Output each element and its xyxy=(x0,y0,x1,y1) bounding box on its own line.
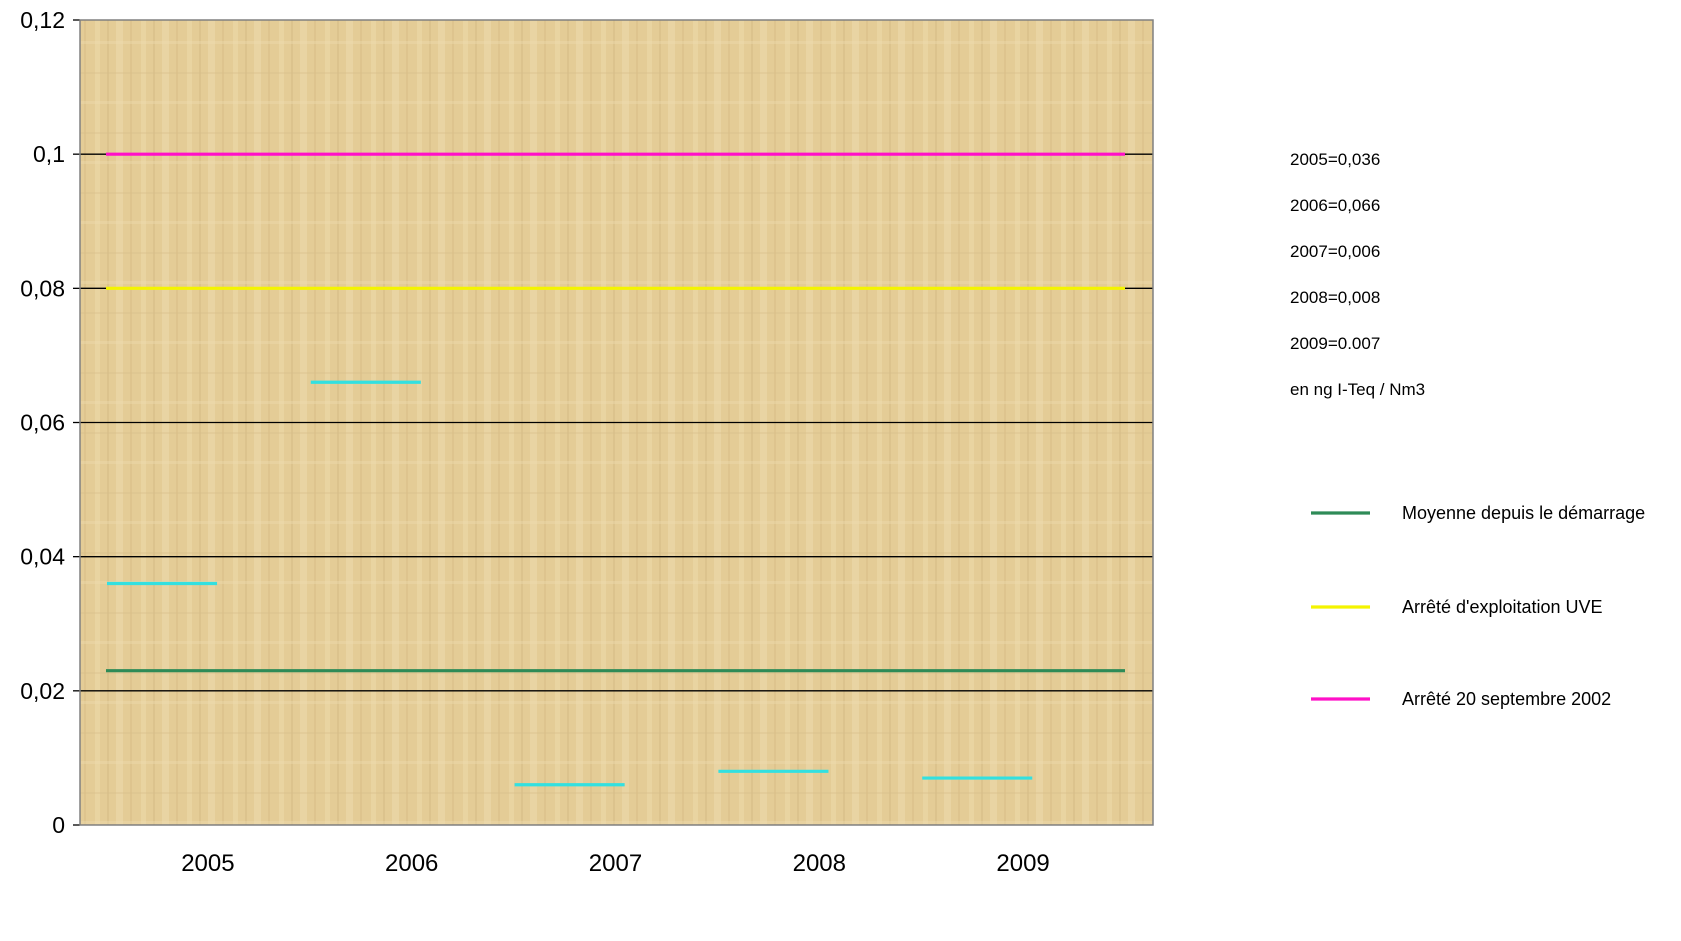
value-notes: 2005=0,036 2006=0,066 2007=0,006 2008=0,008… xyxy=(1290,150,1425,399)
legend-label: Arrêté d'exploitation UVE xyxy=(1402,597,1603,617)
reference-lines xyxy=(106,152,1125,673)
legend-label: Arrêté 20 septembre 2002 xyxy=(1402,689,1611,709)
value-note: 2007=0,006 xyxy=(1290,242,1380,261)
value-note: 2006=0,066 xyxy=(1290,196,1380,215)
y-tick-label: 0 xyxy=(52,812,65,838)
y-tick-label: 0,1 xyxy=(33,141,65,167)
legend-label: Moyenne depuis le démarrage xyxy=(1402,503,1645,523)
y-tick-label: 0,08 xyxy=(20,275,65,301)
x-tick-label: 2006 xyxy=(385,850,438,877)
x-tick-label: 2008 xyxy=(793,850,846,877)
legend: Moyenne depuis le démarrage Arrêté d'expl… xyxy=(1311,503,1645,709)
value-note: 2009=0.007 xyxy=(1290,334,1380,353)
y-tick-label: 0,02 xyxy=(20,678,65,704)
y-tick-label: 0,12 xyxy=(20,7,65,33)
x-tick-label: 2009 xyxy=(996,850,1049,877)
y-tick-label: 0,04 xyxy=(20,544,65,570)
value-note: 2008=0,008 xyxy=(1290,288,1380,307)
y-axis-tick-labels: 0 0,02 0,04 0,06 0,08 0,1 0,12 xyxy=(20,7,65,838)
plot-frame xyxy=(79,19,1154,826)
y-tick-label: 0,06 xyxy=(20,410,65,436)
value-note: en ng I-Teq / Nm3 xyxy=(1290,380,1425,399)
x-axis-tick-labels: 2005 2006 2007 2008 2009 xyxy=(181,850,1050,877)
x-tick-label: 2005 xyxy=(181,850,234,877)
x-tick-label: 2007 xyxy=(589,850,642,877)
annual-value-marks xyxy=(107,380,1033,787)
value-note: 2005=0,036 xyxy=(1290,150,1380,169)
